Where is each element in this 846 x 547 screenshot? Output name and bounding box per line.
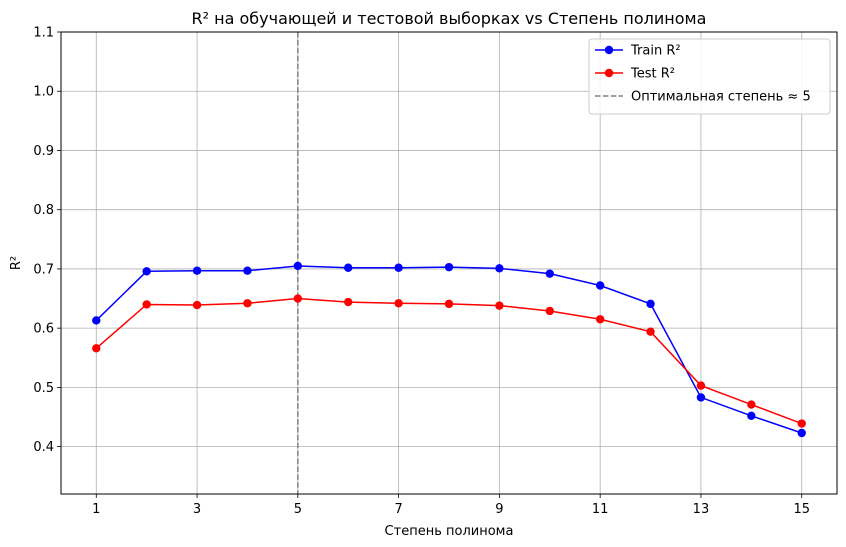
data-point-test [595,315,605,324]
data-point-train [344,263,353,272]
data-point-test [495,301,504,310]
data-point-train [646,299,655,309]
x-tick-label: 5 [294,502,302,517]
x-tick-label: 11 [592,502,609,517]
legend-box [588,38,831,115]
series-line-train [95,265,802,434]
data-point-test [545,306,554,316]
data-point-train [192,266,202,275]
data-point-train [92,316,101,325]
legend-train-label: Train R² [630,44,681,59]
ticks: 1 3 5 7 9 11 13 150.40.50.60.70.80.91.01.1 [33,26,810,518]
legend-test-marker [604,68,614,78]
plot-area [92,32,806,494]
x-tick-label: 7 [394,502,402,517]
data-point-train [243,266,252,275]
x-tick-label: 15 [793,502,810,517]
data-point-train [747,411,756,421]
x-tick-label: 1 [92,502,100,517]
data-point-test [696,381,706,390]
data-point-train [142,267,151,276]
data-point-train [696,393,706,402]
legend-test-label: Test R² [630,67,675,82]
plot-frame [60,31,838,495]
data-point-train [545,269,554,278]
data-point-train [394,263,403,272]
y-tick-label: 0.5 [33,381,54,396]
data-point-train [797,428,806,438]
y-tick-label: 0.9 [33,144,54,159]
data-point-test [394,299,403,308]
data-point-test [293,294,303,303]
y-axis-label: R² [9,256,24,270]
data-point-test [92,344,101,353]
y-tick-label: 0.4 [33,440,54,455]
data-point-train [495,264,504,273]
data-point-test [344,297,353,307]
y-tick-label: 1.0 [33,85,54,100]
data-point-train [595,281,605,290]
data-point-test [444,299,454,309]
data-point-test [797,419,806,428]
x-tick-label: 3 [193,502,201,517]
y-tick-label: 0.6 [33,322,54,337]
data-point-test [192,300,202,310]
y-tick-label: 1.1 [33,26,54,41]
chart-title: R² на обучающей и тестовой выборках vs С… [192,9,707,28]
data-point-train [293,261,303,271]
y-tick-label: 0.8 [33,203,54,218]
data-point-test [142,300,151,309]
x-tick-label: 9 [495,502,503,517]
series-line-test [95,297,802,425]
legend-train-marker [604,45,614,55]
data-point-test [646,327,655,336]
y-tick-label: 0.7 [33,262,54,277]
x-axis-label: Степень полинома [385,524,514,539]
data-point-train [444,262,454,272]
legend-optimal-label: Оптимальная степень ≈ 5 [631,90,811,105]
data-point-test [243,299,252,308]
legend: Train R² Test R² Оптимальная степень ≈ 5 [588,38,831,115]
data-point-test [747,400,756,409]
x-tick-label: 13 [693,502,710,517]
